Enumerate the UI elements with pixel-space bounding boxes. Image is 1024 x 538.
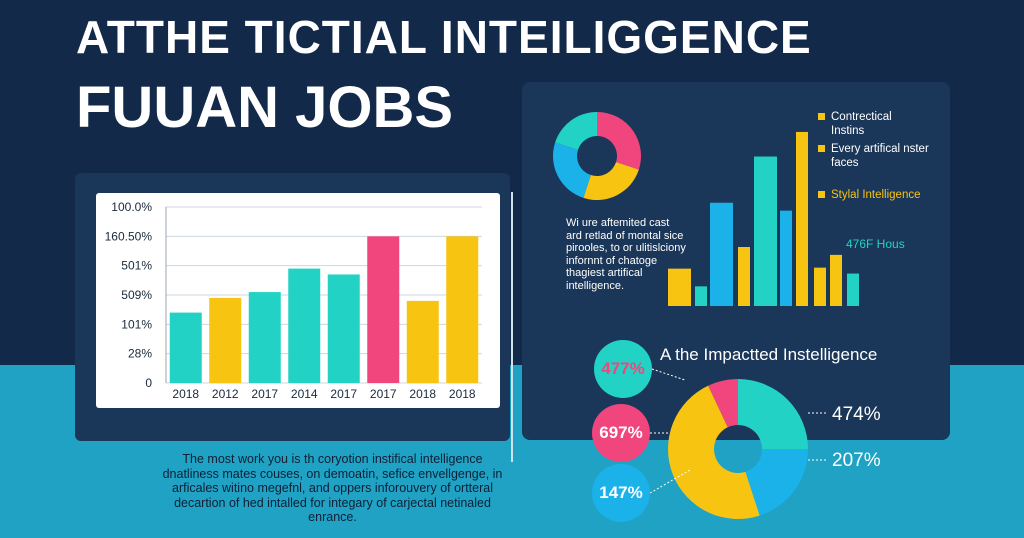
bar <box>668 268 691 306</box>
large-donut-slice <box>738 379 808 449</box>
small-donut-slice <box>555 112 597 150</box>
bar <box>248 292 281 383</box>
small-donut-slice <box>583 162 639 200</box>
bar <box>406 300 439 383</box>
stat-bubble: 147% <box>592 464 650 522</box>
bar <box>327 274 360 383</box>
y-tick-label: 28% <box>128 347 152 361</box>
x-tick-label: 2017 <box>370 387 397 401</box>
bar <box>780 210 792 306</box>
bar <box>367 236 400 383</box>
bar <box>169 312 202 383</box>
stat-bubble: 697% <box>592 404 650 462</box>
page-title-line-2: FUUAN JOBS <box>76 75 454 140</box>
connector-line <box>651 368 686 381</box>
x-tick-label: 2018 <box>449 387 476 401</box>
bar <box>847 273 859 306</box>
small-donut-slice <box>553 142 591 198</box>
donut-label: 207% <box>832 450 881 471</box>
donut-label: 474% <box>832 404 881 425</box>
large-donut-slice <box>667 385 760 520</box>
legend-swatch <box>818 191 825 198</box>
small-donut-slice <box>597 112 642 170</box>
legend-swatch <box>818 145 825 152</box>
bar <box>814 267 826 306</box>
large-donut-slice <box>708 379 738 428</box>
x-tick-label: 2017 <box>330 387 357 401</box>
bar <box>830 254 842 306</box>
x-tick-label: 2018 <box>172 387 199 401</box>
legend-swatch <box>818 113 825 120</box>
large-donut-slice <box>745 449 808 516</box>
bar <box>754 156 777 306</box>
page-title-line-1: ATTHE TICTIAL INTEILIGGENCE <box>76 11 812 63</box>
hours-annotation: 476F Hous <box>846 237 905 251</box>
legend-label: Contrectical Instins <box>831 111 892 137</box>
y-tick-label: 160.50% <box>105 229 153 243</box>
info-paragraph: Wi ure aftemited cast ard retlad of mont… <box>566 217 686 292</box>
x-tick-label: 2014 <box>291 387 318 401</box>
bar <box>446 236 479 383</box>
vertical-divider <box>511 192 513 462</box>
legend-item: Every artifical nster faces <box>818 142 931 170</box>
donut-chart-title: A the Impactted Instelligence <box>660 345 878 364</box>
bar <box>738 247 750 306</box>
y-tick-label: 101% <box>121 317 152 331</box>
x-tick-label: 2012 <box>212 387 239 401</box>
bar <box>288 268 321 383</box>
bar <box>796 131 808 306</box>
legend-label: Every artifical nster faces <box>831 143 929 169</box>
bar <box>710 202 733 306</box>
legend-label: Stylal Intelligence <box>831 189 921 201</box>
bar <box>209 297 242 383</box>
stat-bubble: 477% <box>594 340 652 398</box>
x-tick-label: 2017 <box>251 387 278 401</box>
y-tick-label: 0 <box>145 376 152 390</box>
legend-item: Stylal Intelligence <box>818 188 951 202</box>
bottom-paragraph: The most work you is th coryotion instif… <box>162 452 503 524</box>
y-tick-label: 100.0% <box>111 200 152 214</box>
x-tick-label: 2018 <box>409 387 436 401</box>
legend-item: Contrectical Instins <box>818 110 921 138</box>
y-tick-label: 501% <box>121 259 152 273</box>
y-tick-label: 509% <box>121 288 152 302</box>
bar <box>695 286 707 306</box>
